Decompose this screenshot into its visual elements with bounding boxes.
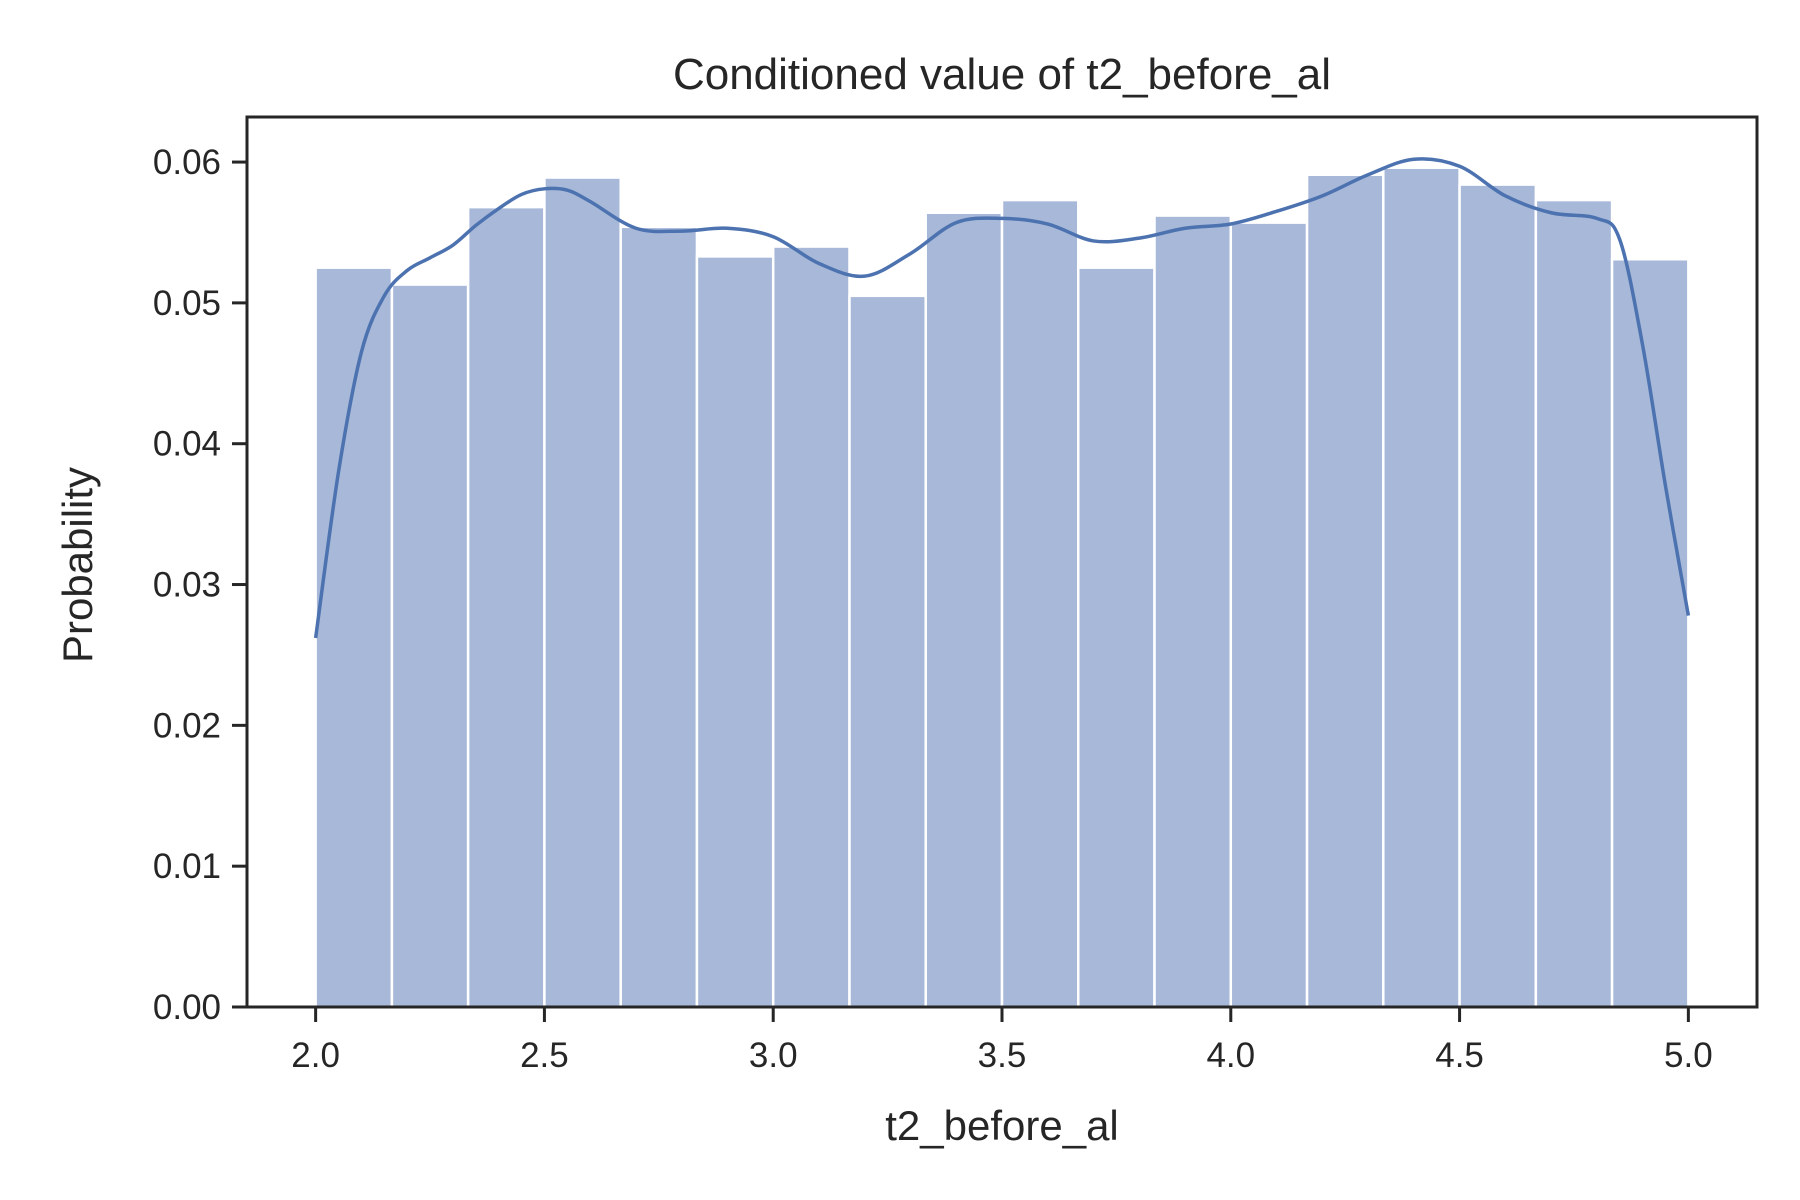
histogram-bar (390, 283, 470, 1009)
x-tick-label: 4.0 (1206, 1036, 1255, 1075)
histogram-bar (1458, 183, 1538, 1009)
histogram-bar (695, 255, 775, 1009)
histogram-bar (771, 245, 851, 1009)
histogram-bar (466, 205, 546, 1009)
histogram-bar (1382, 166, 1461, 1009)
y-tick-label: 0.04 (153, 425, 221, 464)
histogram-bar (1610, 257, 1690, 1009)
x-tick-label: 5.0 (1664, 1036, 1713, 1075)
histogram-bar (1229, 221, 1309, 1009)
histogram-bar (848, 294, 927, 1009)
x-tick-label: 3.0 (749, 1036, 798, 1075)
x-tick-label: 4.5 (1435, 1036, 1484, 1075)
histogram-bars (314, 166, 1690, 1009)
chart-title: Conditioned value of t2_before_al (673, 50, 1331, 99)
kde-density-curve (313, 157, 1691, 639)
histogram-bar (543, 176, 622, 1009)
histogram-bar (1534, 198, 1614, 1009)
y-tick-label: 0.05 (153, 284, 221, 323)
x-tick-label: 3.5 (978, 1036, 1027, 1075)
y-tick-label: 0.06 (153, 143, 221, 182)
histogram-bar (1153, 214, 1233, 1009)
plot-frame (245, 115, 1759, 1009)
x-tick-label: 2.0 (291, 1036, 340, 1075)
histogram-bar (1000, 198, 1080, 1009)
histogram-bar (924, 211, 1004, 1009)
y-tick-label: 0.03 (153, 566, 221, 605)
x-tick-label: 2.5 (520, 1036, 569, 1075)
y-tick-label: 0.02 (153, 706, 221, 745)
y-tick-label: 0.00 (153, 988, 221, 1027)
y-axis-label: Probability (54, 467, 101, 663)
histogram-bar (619, 225, 699, 1009)
y-tick-label: 0.01 (153, 847, 221, 886)
x-axis-ticks: 2.0 2.5 3.0 3.5 4.0 4.5 5.0 (291, 1007, 1713, 1075)
y-axis-ticks: 0.00 0.01 0.02 0.03 0.04 0.05 0.06 (153, 143, 247, 1027)
x-axis-label: t2_before_al (885, 1102, 1119, 1149)
histogram-bar (1305, 173, 1385, 1009)
histogram-bar (1077, 266, 1156, 1009)
